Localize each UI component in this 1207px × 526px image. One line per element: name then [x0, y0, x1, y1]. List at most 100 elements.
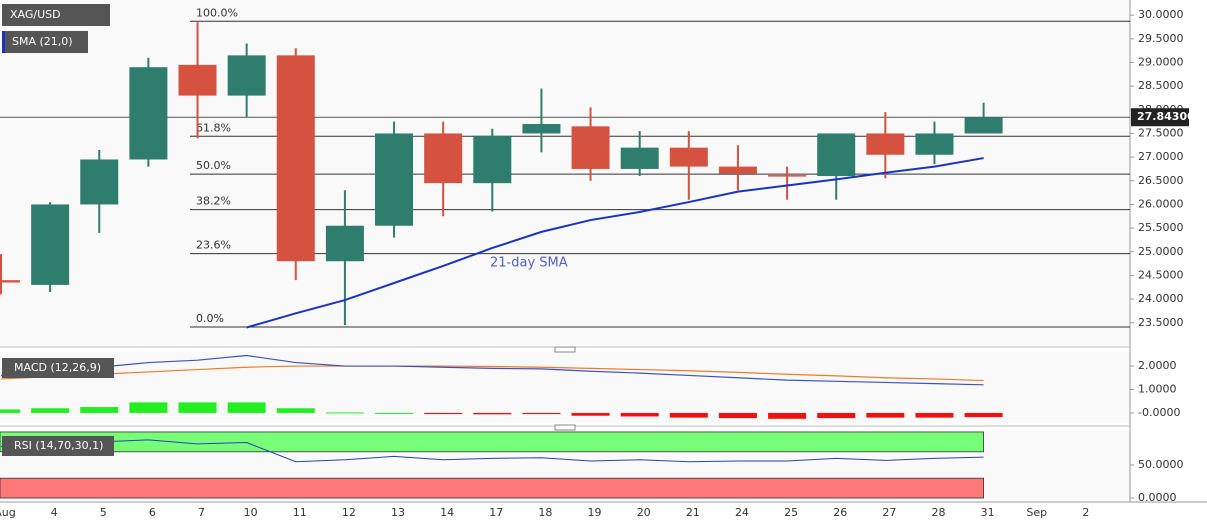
- main-panel: [0, 0, 1130, 345]
- x-tick-label: Aug: [0, 506, 16, 519]
- candle-body: [964, 117, 1003, 134]
- macd-panel: [0, 352, 1130, 423]
- x-tick-label: 10: [244, 506, 258, 519]
- histogram-bar: [522, 412, 561, 415]
- histogram-bar: [964, 412, 1003, 418]
- histogram-bar: [276, 408, 315, 413]
- resize-handle[interactable]: [554, 424, 576, 431]
- label-box: [2, 31, 88, 53]
- histogram-bar: [129, 402, 168, 413]
- histogram-bar: [718, 412, 757, 419]
- rsi-line: [0, 439, 984, 463]
- x-tick-label: 20: [637, 506, 651, 519]
- y-tick-label: 25.5000: [1138, 221, 1184, 234]
- histogram-bar: [325, 412, 364, 414]
- y-tick-label: 24.5000: [1138, 268, 1184, 281]
- y-tick-label: 26.5000: [1138, 174, 1184, 187]
- handle[interactable]: [554, 346, 576, 353]
- candle-body: [620, 147, 659, 169]
- indicator: SMA (21,0): [12, 35, 73, 48]
- sma-label[interactable]: SMA (21,0): [2, 31, 88, 53]
- last-price-box: [1131, 108, 1189, 127]
- candle-body: [325, 225, 364, 262]
- candle-body: [718, 166, 757, 174]
- candle-body: [866, 133, 905, 155]
- candle-body: [178, 64, 217, 96]
- y-tick-label: 30.0000: [1138, 8, 1184, 21]
- y-tick-label: 23.5000: [1138, 316, 1184, 329]
- candle-body: [571, 126, 610, 169]
- y-tick-label: 27.0000: [1138, 150, 1184, 163]
- rsi-label[interactable]: RSI (14,70,30,1): [2, 436, 114, 456]
- x-tick-label: 6: [149, 506, 156, 519]
- histogram-bar: [0, 409, 20, 413]
- candle-body: [80, 159, 119, 205]
- candle-body: [424, 133, 463, 184]
- y-tick-label: 25.0000: [1138, 245, 1184, 258]
- histogram-bar: [178, 402, 217, 413]
- x-tick-label: Sep: [1026, 506, 1047, 519]
- symbol: XAG/USD: [10, 8, 61, 21]
- candle-body: [31, 204, 70, 285]
- histogram-bar: [227, 402, 266, 413]
- x-tick-label: 26: [833, 506, 847, 519]
- candle-body: [473, 135, 512, 184]
- x-tick-label: 4: [51, 506, 58, 519]
- candle-body: [669, 147, 708, 167]
- x-tick-label: 18: [538, 506, 552, 519]
- histogram-bar: [80, 407, 119, 413]
- x-tick-label: 27: [882, 506, 896, 519]
- candle-body: [915, 133, 954, 155]
- histogram-bar: [31, 408, 70, 413]
- y-tick-label: 50.0000: [1138, 458, 1184, 471]
- histogram-bar: [620, 412, 659, 417]
- oversold-band: [0, 477, 984, 499]
- sma-line: [246, 157, 984, 329]
- y-tick-label: 1.0000: [1138, 382, 1177, 395]
- label-box: [2, 4, 110, 26]
- x-tick-label: 19: [588, 506, 602, 519]
- y-tick-label: 2.0000: [1138, 359, 1177, 372]
- x-tick-label: 28: [931, 506, 945, 519]
- histogram-bar: [768, 412, 807, 419]
- x-tick-label: 13: [391, 506, 405, 519]
- fib-label: 38.2%: [196, 195, 231, 208]
- label-box: [2, 436, 114, 456]
- fib-label: 100.0%: [196, 6, 238, 19]
- histogram-bar: [915, 412, 954, 418]
- macd-line: [0, 354, 984, 386]
- candle-body: [227, 55, 266, 96]
- signal-line: [0, 365, 984, 382]
- resize-handle[interactable]: [554, 346, 576, 353]
- rsi-title: RSI (14,70,30,1): [14, 439, 103, 452]
- y-tick-label: -0.0000: [1138, 406, 1180, 419]
- fib-label: 61.8%: [196, 121, 231, 134]
- handle[interactable]: [554, 424, 576, 431]
- y-tick-label: 0.0000: [1138, 491, 1177, 504]
- x-tick-label: 24: [735, 506, 749, 519]
- histogram-bar: [424, 412, 463, 415]
- macd-title: MACD (12,26,9): [14, 361, 101, 374]
- y-tick-label: 29.0000: [1138, 55, 1184, 68]
- histogram-bar: [375, 412, 414, 414]
- y-tick-label: 28.5000: [1138, 79, 1184, 92]
- histogram-bar: [473, 412, 512, 415]
- y-tick-label: 27.5000: [1138, 126, 1184, 139]
- y-tick-label: 24.0000: [1138, 292, 1184, 305]
- candle-body: [522, 123, 561, 134]
- candle-body: [276, 55, 315, 262]
- macd-label[interactable]: MACD (12,26,9): [2, 358, 114, 378]
- sma-annotation: 21-day SMA: [490, 256, 568, 271]
- x-tick-label: 5: [100, 506, 107, 519]
- candle-body: [0, 280, 20, 283]
- candle-body: [817, 133, 856, 177]
- fib-label: 0.0%: [196, 312, 224, 325]
- histogram-bar: [817, 412, 856, 419]
- histogram-bar: [571, 412, 610, 416]
- x-tick-label: 12: [342, 506, 356, 519]
- symbol-label[interactable]: XAG/USD: [2, 4, 110, 26]
- candle-body: [129, 67, 168, 160]
- histogram-bar: [866, 412, 905, 418]
- fib-label: 50.0%: [196, 159, 231, 172]
